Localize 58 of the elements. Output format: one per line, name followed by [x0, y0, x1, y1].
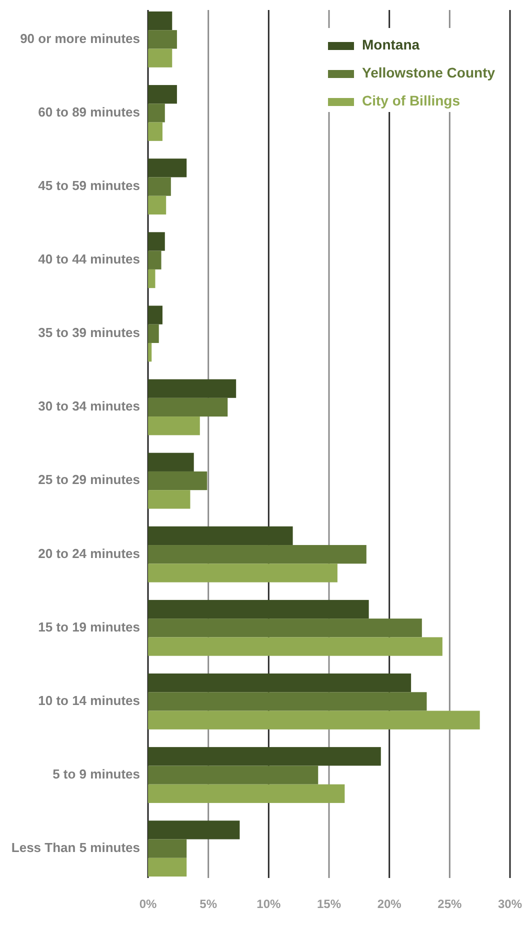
bar — [148, 250, 162, 270]
bar — [148, 306, 162, 324]
bar — [148, 324, 159, 343]
x-tick-label: 10% — [256, 897, 281, 911]
bar — [148, 692, 427, 711]
y-tick-label: 15 to 19 minutes — [38, 619, 140, 634]
bar — [148, 839, 187, 858]
legend-label: Yellowstone County — [362, 64, 496, 81]
bar — [148, 471, 208, 490]
y-tick-label: 10 to 14 minutes — [38, 692, 140, 708]
bar — [148, 490, 190, 509]
bar — [148, 452, 194, 472]
bar — [148, 618, 422, 638]
bar — [148, 784, 345, 803]
bar — [148, 710, 480, 730]
x-tick-label: 15% — [316, 897, 342, 911]
x-tick-label: 25% — [438, 897, 462, 911]
bar — [148, 232, 165, 251]
y-tick-label: 35 to 39 minutes — [38, 325, 140, 340]
bar — [148, 398, 228, 417]
x-tick-label: 30% — [498, 897, 522, 911]
bar — [148, 104, 165, 122]
y-tick-label: 40 to 44 minutes — [38, 252, 140, 267]
y-tick-label: 45 to 59 minutes — [38, 178, 140, 193]
y-tick-label: 60 to 89 minutes — [38, 104, 140, 120]
bar — [148, 766, 318, 784]
bar — [148, 122, 162, 141]
bar — [148, 158, 187, 178]
legend-label: City of Billings — [362, 92, 460, 109]
legend-label: Montana — [362, 36, 420, 53]
bar — [148, 674, 412, 692]
bar — [148, 196, 166, 214]
x-tick-label: 20% — [377, 897, 402, 911]
y-tick-label: 20 to 24 minutes — [38, 546, 140, 561]
bar — [148, 342, 152, 362]
y-tick-label: 25 to 29 minutes — [38, 472, 140, 488]
bar — [148, 747, 381, 766]
bar — [148, 416, 200, 436]
bar — [148, 564, 338, 582]
bar — [148, 269, 156, 288]
bar — [148, 48, 172, 68]
bar — [148, 30, 177, 49]
x-tick-label: 5% — [200, 897, 218, 911]
y-tick-label: Less Than 5 minutes — [11, 840, 140, 856]
bar — [148, 11, 172, 30]
bar — [148, 600, 369, 619]
x-tick-label: 0% — [139, 897, 157, 911]
y-tick-label: 5 to 9 minutes — [52, 766, 140, 782]
y-tick-label: 30 to 34 minutes — [38, 398, 140, 414]
bar — [148, 177, 171, 196]
bar — [148, 858, 187, 877]
y-tick-label: 90 or more minutes — [20, 30, 140, 46]
bar — [148, 85, 177, 104]
bar — [148, 526, 293, 546]
bar — [148, 545, 366, 564]
bar — [148, 637, 442, 656]
bar — [148, 820, 240, 840]
bar — [148, 379, 236, 398]
